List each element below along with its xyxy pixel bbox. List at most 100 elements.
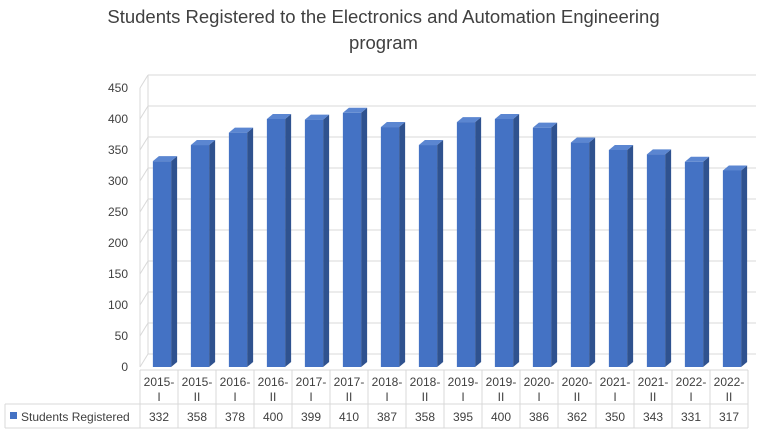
bar-top bbox=[228, 127, 254, 133]
data-table-value: 400 bbox=[263, 410, 283, 424]
data-table-value: 399 bbox=[301, 410, 321, 424]
bar-top bbox=[684, 156, 710, 162]
data-table-value: 410 bbox=[339, 410, 359, 424]
bar bbox=[418, 145, 438, 367]
bar-top bbox=[190, 140, 216, 146]
bar-side bbox=[285, 114, 292, 367]
bar-side bbox=[741, 165, 748, 367]
chart-title-line-1: Students Registered to the Electronics a… bbox=[107, 6, 660, 27]
bar-side bbox=[437, 140, 444, 367]
data-table-value: 400 bbox=[491, 410, 511, 424]
bar-top bbox=[570, 137, 596, 143]
grid-depth-line bbox=[139, 322, 149, 337]
data-table-value: 358 bbox=[415, 410, 435, 424]
bar-top bbox=[342, 107, 368, 113]
y-tick-label: 350 bbox=[108, 143, 128, 157]
x-category-label: 2019-I bbox=[448, 375, 479, 404]
bar bbox=[304, 119, 324, 368]
bar-top bbox=[608, 145, 634, 150]
grid-depth-line bbox=[139, 74, 149, 89]
data-table-value: 343 bbox=[643, 410, 663, 424]
y-tick-label: 100 bbox=[108, 298, 128, 312]
data-table-value: 331 bbox=[681, 410, 701, 424]
x-category-label: 2021-I bbox=[600, 375, 631, 404]
bar-side bbox=[665, 149, 672, 367]
grid-depth-line bbox=[139, 291, 149, 306]
x-category-label: 2018-I bbox=[372, 375, 403, 404]
grid-depth-line bbox=[139, 198, 149, 213]
x-category-label: 2019-II bbox=[486, 375, 517, 404]
data-table-value: 387 bbox=[377, 410, 397, 424]
bar bbox=[646, 154, 666, 367]
y-tick-label: 450 bbox=[108, 81, 128, 95]
grid-depth-line bbox=[139, 229, 149, 244]
x-category-label: 2016-II bbox=[258, 375, 289, 404]
bar-side bbox=[361, 107, 368, 368]
y-tick-label: 250 bbox=[108, 205, 128, 219]
bar-side bbox=[399, 122, 406, 367]
bar-top bbox=[304, 114, 330, 120]
bar bbox=[456, 122, 476, 367]
bar-side bbox=[589, 137, 596, 367]
x-category-label: 2017-II bbox=[334, 375, 365, 404]
data-table-value: 386 bbox=[529, 410, 549, 424]
x-category-label: 2021-II bbox=[638, 375, 669, 404]
x-category-label: 2022-II bbox=[714, 375, 745, 404]
bar-side bbox=[209, 140, 216, 367]
bar bbox=[570, 142, 590, 367]
bar-side bbox=[513, 114, 520, 367]
x-category-label: 2020-I bbox=[524, 375, 555, 404]
bar-side bbox=[247, 127, 254, 367]
bar-side bbox=[323, 114, 330, 368]
bar-top bbox=[380, 122, 406, 128]
bar bbox=[608, 150, 628, 367]
y-tick-label: 200 bbox=[108, 236, 128, 250]
bar-top bbox=[418, 140, 444, 146]
bar-top bbox=[722, 165, 748, 171]
bar bbox=[266, 119, 286, 367]
bar-top bbox=[266, 114, 292, 119]
data-table-value: 350 bbox=[605, 410, 625, 424]
bar-side bbox=[475, 117, 482, 367]
data-table-value: 378 bbox=[225, 410, 245, 424]
y-tick-label: 300 bbox=[108, 174, 128, 188]
bar bbox=[190, 145, 210, 367]
grid-depth-line bbox=[139, 136, 149, 151]
chart-title-line-2: program bbox=[349, 32, 418, 53]
grid-depth-line bbox=[139, 353, 149, 368]
bar-top bbox=[494, 114, 520, 119]
bar-top bbox=[456, 117, 482, 123]
x-category-label: 2015-II bbox=[182, 375, 213, 404]
x-category-label: 2017-I bbox=[296, 375, 327, 404]
y-tick-label: 400 bbox=[108, 112, 128, 126]
bar-top bbox=[646, 149, 672, 155]
legend-series-name: Students Registered bbox=[21, 410, 130, 424]
legend-swatch bbox=[10, 412, 17, 419]
y-tick-label: 50 bbox=[115, 329, 129, 343]
x-category-label: 2018-II bbox=[410, 375, 441, 404]
data-table-value: 395 bbox=[453, 410, 473, 424]
bar bbox=[532, 127, 552, 368]
y-tick-label: 0 bbox=[121, 360, 128, 374]
x-category-label: 2016-I bbox=[220, 375, 251, 404]
bar bbox=[494, 119, 514, 367]
grid-depth-line bbox=[139, 260, 149, 275]
bar-side bbox=[171, 156, 178, 367]
bar bbox=[722, 170, 742, 367]
x-category-label: 2022-I bbox=[676, 375, 707, 404]
data-table-value: 358 bbox=[187, 410, 207, 424]
bar bbox=[380, 127, 400, 367]
bar-side bbox=[551, 122, 558, 368]
chart-title: Students Registered to the Electronics a… bbox=[0, 4, 767, 56]
grid-depth-line bbox=[139, 105, 149, 120]
bar-top bbox=[152, 156, 178, 162]
bar-side bbox=[703, 156, 710, 367]
bar-side bbox=[627, 145, 634, 367]
x-category-label: 2020-II bbox=[562, 375, 593, 404]
bar bbox=[152, 161, 172, 367]
bar bbox=[342, 112, 362, 367]
grid-depth-line bbox=[139, 167, 149, 182]
bar-top bbox=[532, 122, 558, 128]
data-table-value: 362 bbox=[567, 410, 587, 424]
